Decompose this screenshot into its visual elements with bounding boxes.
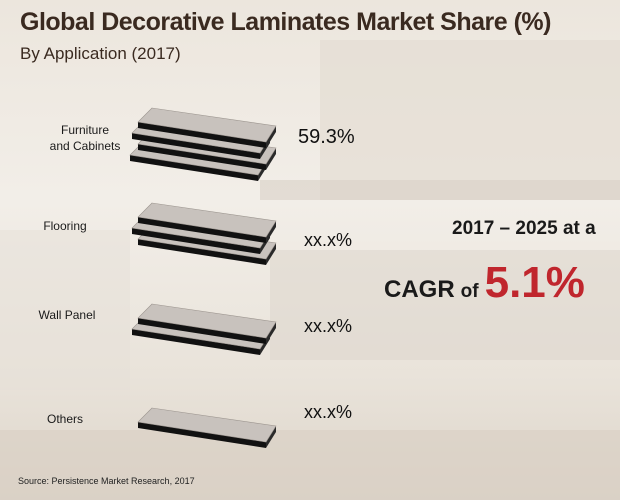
bg-shelf bbox=[260, 180, 620, 200]
value-label-others: xx.x% bbox=[304, 402, 353, 422]
board-side-flooring-0 bbox=[266, 221, 276, 243]
board-edge-others-0 bbox=[138, 422, 266, 448]
board-stack-wall-panel bbox=[131, 303, 277, 355]
board-top-flooring-0 bbox=[137, 202, 277, 238]
cagr-statement: CAGR of 5.1% bbox=[384, 258, 585, 308]
board-side-others-0 bbox=[266, 426, 276, 448]
chart-subtitle: By Application (2017) bbox=[20, 44, 181, 63]
board-edge-flooring-1 bbox=[132, 228, 260, 254]
board-side-furniture-2 bbox=[266, 148, 276, 170]
cagr-value: 5.1% bbox=[484, 258, 585, 307]
board-edge-wall-panel-1 bbox=[132, 329, 260, 355]
category-label-furniture-line2: and Cabinets bbox=[49, 139, 121, 153]
board-edge-furniture-2 bbox=[138, 144, 266, 170]
category-label-wall-panel: Wall Panel bbox=[38, 308, 96, 322]
cagr-of-text: of bbox=[460, 281, 479, 302]
cagr-word: CAGR bbox=[384, 276, 455, 303]
category-label-others: Others bbox=[46, 412, 83, 426]
value-label-wall-panel: xx.x% bbox=[304, 316, 353, 336]
board-edge-furniture-3 bbox=[130, 155, 258, 181]
board-edge-wall-panel-0 bbox=[138, 318, 266, 344]
category-label-furniture-line1: Furniture bbox=[60, 123, 110, 137]
board-top-others-0 bbox=[137, 407, 277, 443]
bg-floor bbox=[0, 430, 620, 500]
cagr-period-text: 2017 – 2025 at a bbox=[452, 218, 596, 239]
value-label-flooring: xx.x% bbox=[304, 230, 353, 250]
value-label-furniture: 59.3% bbox=[298, 126, 355, 148]
board-side-furniture-0 bbox=[266, 126, 276, 148]
board-top-wall-panel-0 bbox=[137, 303, 277, 339]
board-edge-furniture-1 bbox=[132, 133, 260, 159]
chart-title: Global Decorative Laminates Market Share… bbox=[20, 8, 551, 36]
board-stack-flooring bbox=[131, 202, 277, 265]
board-top-furniture-0 bbox=[137, 107, 277, 143]
board-edge-furniture-0 bbox=[138, 122, 266, 148]
bg-wall-panel bbox=[320, 40, 620, 200]
board-edge-flooring-2 bbox=[138, 239, 266, 265]
board-stack-others bbox=[137, 407, 277, 448]
source-note: Source: Persistence Market Research, 201… bbox=[18, 476, 195, 486]
board-side-wall-panel-0 bbox=[266, 322, 276, 344]
category-label-flooring: Flooring bbox=[43, 219, 87, 233]
bg-left-panel bbox=[0, 230, 130, 390]
board-stack-furniture bbox=[129, 107, 277, 181]
bg-cabinet bbox=[270, 250, 620, 360]
category-label-furniture: Furniture and Cabinets bbox=[30, 122, 140, 154]
board-side-flooring-2 bbox=[266, 243, 276, 265]
board-edge-flooring-0 bbox=[138, 217, 266, 243]
